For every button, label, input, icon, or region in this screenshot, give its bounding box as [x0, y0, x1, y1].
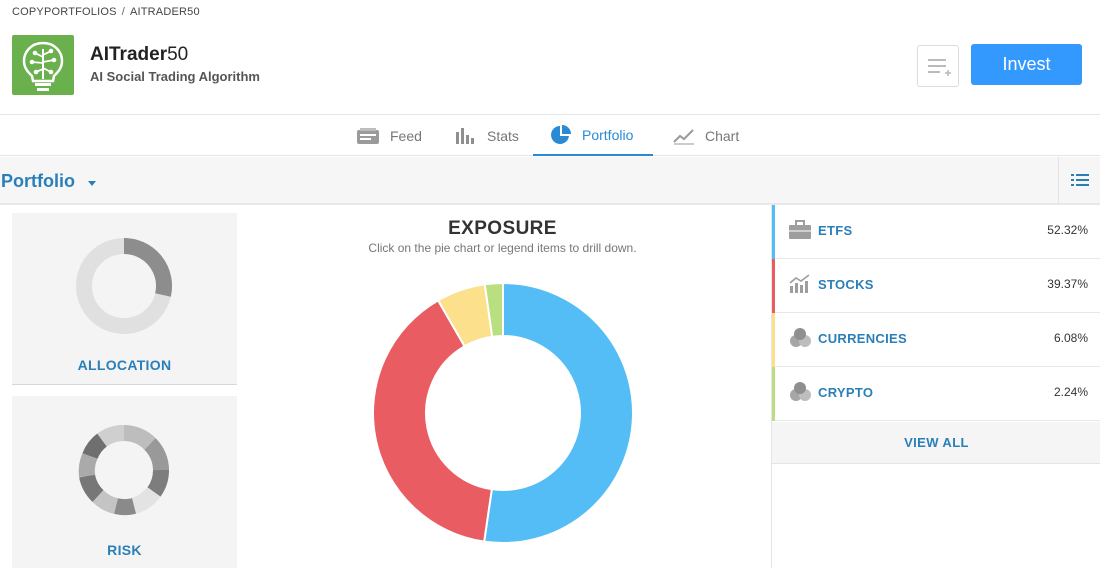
exposure-hint: Click on the pie chart or legend items t… [368, 241, 637, 255]
add-to-watchlist-button[interactable] [917, 45, 959, 87]
allocation-label: ALLOCATION [77, 357, 172, 373]
allocation-card[interactable]: ALLOCATION [12, 213, 237, 385]
coins-icon [790, 382, 811, 401]
tab-feed-label: Feed [390, 127, 422, 144]
watchlist-add-icon [928, 59, 951, 76]
tab-portfolio[interactable]: Portfolio [533, 115, 653, 156]
legend-item-currencies[interactable]: CURRENCIES 6.08% [772, 313, 1100, 367]
legend-item-etfs[interactable]: ETFS 52.32% [772, 205, 1100, 259]
risk-card[interactable]: RISK [12, 396, 237, 568]
stocks-icon [789, 274, 810, 293]
risk-label: RISK [107, 542, 142, 558]
chevron-down-icon[interactable] [88, 181, 96, 186]
legend-name: STOCKS [818, 277, 874, 292]
risk-donut-icon [78, 425, 169, 516]
portfolio-title-main: AITrader [90, 44, 168, 65]
tab-chart-label: Chart [705, 127, 740, 144]
list-view-button[interactable] [1058, 157, 1100, 203]
invest-button[interactable]: Invest [971, 44, 1082, 85]
portfolio-logo [12, 35, 74, 95]
coins-icon [790, 328, 811, 347]
legend-color-bar [772, 367, 775, 421]
legend-item-crypto[interactable]: CRYPTO 2.24% [772, 367, 1100, 421]
breadcrumb-root[interactable]: COPYPORTFOLIOS [12, 6, 117, 18]
view-all-button[interactable]: VIEW ALL [772, 422, 1100, 464]
legend-value: 39.37% [1047, 277, 1088, 291]
legend-item-stocks[interactable]: STOCKS 39.37% [772, 259, 1100, 313]
breadcrumb: COPYPORTFOLIOS / AITRADER50 [12, 6, 200, 18]
pie-icon [551, 124, 571, 144]
tab-bar: Feed Stats Portfolio Chart [0, 114, 1100, 156]
portfolio-subtitle: AI Social Trading Algorithm [90, 69, 260, 84]
portfolio-title-number: 50 [167, 44, 189, 65]
briefcase-icon [789, 220, 811, 239]
stats-icon [456, 127, 474, 144]
tab-chart[interactable]: Chart [673, 115, 739, 156]
legend-value: 6.08% [1053, 331, 1088, 345]
exposure-legend: ETFS 52.32% STOCKS 39.37% CURRENCIES 6.0… [771, 205, 1100, 568]
exposure-slice-stocks[interactable] [372, 298, 493, 543]
portfolio-title: AITrader50 [90, 44, 188, 66]
tab-portfolio-label: Portfolio [582, 126, 634, 143]
legend-color-bar [772, 205, 775, 259]
breadcrumb-separator: / [121, 6, 125, 18]
exposure-panel: EXPOSURE Click on the pie chart or legen… [260, 205, 770, 568]
tab-stats-label: Stats [487, 127, 519, 144]
exposure-title: EXPOSURE [448, 218, 557, 239]
portfolio-header: AITrader50 AI Social Trading Algorithm I… [0, 28, 1100, 114]
lightbulb-circuit-icon [22, 41, 64, 91]
legend-name: ETFS [818, 223, 853, 238]
exposure-slice-etfs[interactable] [483, 281, 634, 544]
legend-color-bar [772, 259, 775, 313]
legend-name: CURRENCIES [818, 331, 907, 346]
legend-name: CRYPTO [818, 385, 874, 400]
section-header: Portfolio [0, 157, 1100, 205]
allocation-donut-icon [76, 238, 173, 334]
chart-icon [673, 128, 694, 145]
portfolio-dropdown[interactable]: Portfolio [1, 171, 75, 191]
legend-color-bar [772, 313, 775, 367]
exposure-donut-chart[interactable] [353, 263, 653, 563]
exposure-slice-crypto[interactable] [483, 281, 504, 338]
list-icon [1070, 174, 1089, 186]
legend-value: 2.24% [1053, 385, 1088, 399]
legend-value: 52.32% [1047, 223, 1088, 237]
tab-stats[interactable]: Stats [455, 115, 519, 156]
breadcrumb-current: AITRADER50 [129, 6, 200, 18]
feed-icon [357, 127, 379, 144]
tab-feed[interactable]: Feed [356, 115, 422, 156]
